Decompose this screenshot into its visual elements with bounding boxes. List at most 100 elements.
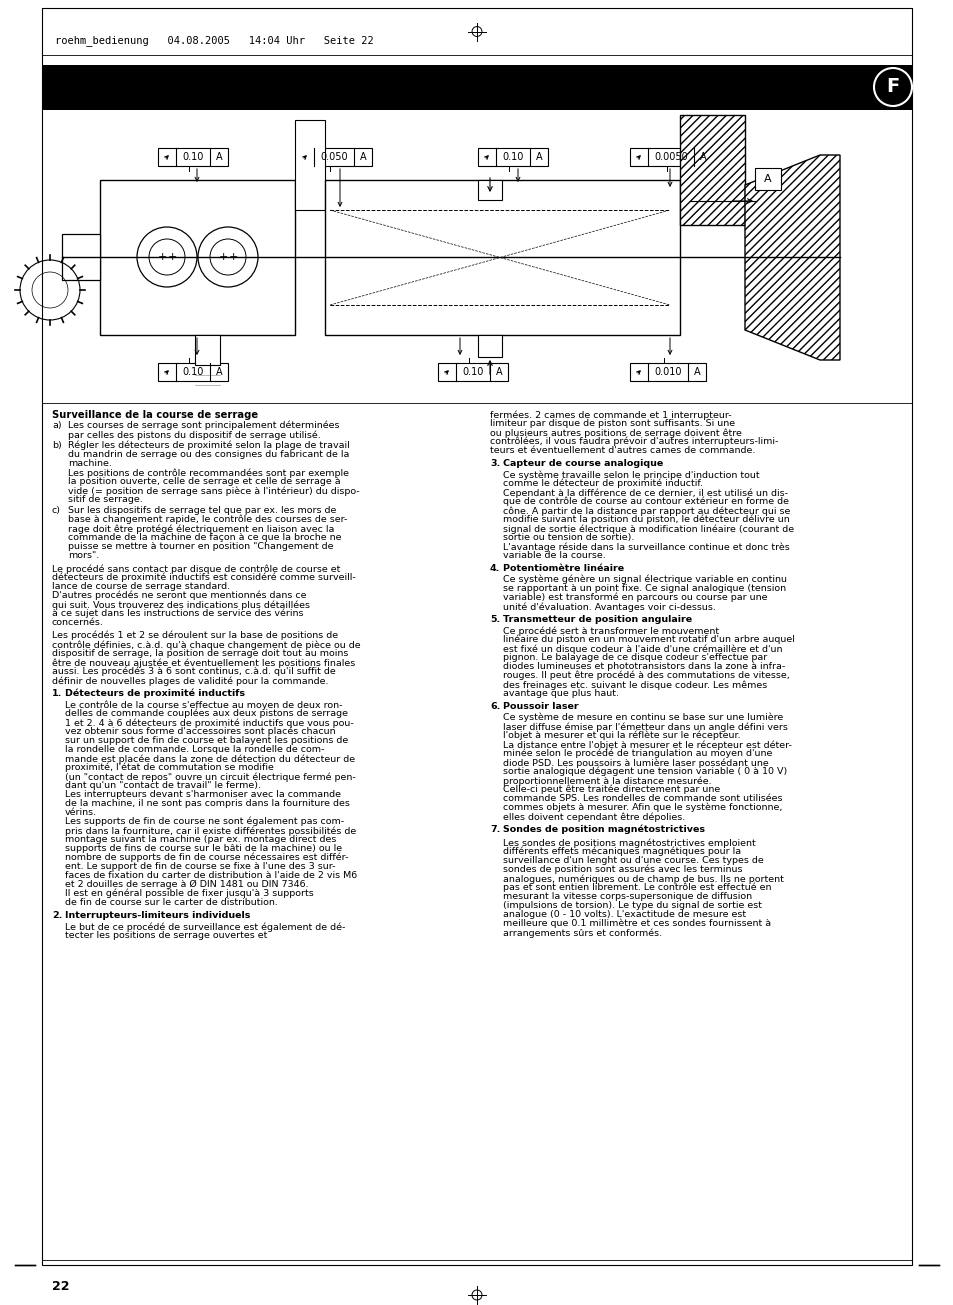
Text: est fixé un disque codeur à l'aide d'une crémaillère et d'un: est fixé un disque codeur à l'aide d'une… [502,643,781,654]
Text: lance de course de serrage standard.: lance de course de serrage standard. [52,582,230,591]
Text: 0.050: 0.050 [320,151,348,162]
Text: Le but de ce procédé de surveillance est également de dé-: Le but de ce procédé de surveillance est… [65,923,345,932]
Text: meilleure que 0.1 millimètre et ces sondes fournissent à: meilleure que 0.1 millimètre et ces sond… [502,919,770,928]
Text: 6.: 6. [490,702,500,711]
Text: analogue (0 - 10 volts). L'exactitude de mesure est: analogue (0 - 10 volts). L'exactitude de… [502,910,745,919]
Text: la position ouverte, celle de serrage et celle de serrage à: la position ouverte, celle de serrage et… [68,478,340,485]
Text: linéaire du piston en un mouvement rotatif d'un arbre auquel: linéaire du piston en un mouvement rotat… [502,636,794,645]
Polygon shape [744,155,840,360]
Text: Capteur de course analogique: Capteur de course analogique [502,459,662,468]
Text: Sur les dispositifs de serrage tel que par ex. les mors de: Sur les dispositifs de serrage tel que p… [68,506,336,515]
Text: faces de fixation du carter de distribution à l'aide de 2 vis M6: faces de fixation du carter de distribut… [65,870,356,880]
Text: Les positions de contrôle recommandées sont par exemple: Les positions de contrôle recommandées s… [68,468,349,478]
Text: laser diffuse émise par l'émetteur dans un angle défini vers: laser diffuse émise par l'émetteur dans … [502,722,787,732]
Text: +: + [157,252,167,262]
Text: proportionnellement à la distance mesurée.: proportionnellement à la distance mesuré… [502,776,711,786]
Text: vez obtenir sous forme d'accessoires sont placés chacun: vez obtenir sous forme d'accessoires son… [65,727,335,736]
Text: A: A [496,367,502,377]
Text: A: A [699,151,705,162]
Text: 7.: 7. [490,825,500,834]
Text: que de contrôle de course au contour extérieur en forme de: que de contrôle de course au contour ext… [502,497,788,506]
Text: Ce procédé sert à transformer le mouvement: Ce procédé sert à transformer le mouveme… [502,626,719,636]
Text: ou plusieurs autres positions de serrage doivent être: ou plusieurs autres positions de serrage… [490,428,741,437]
Text: 0.010: 0.010 [654,367,681,377]
Text: Régler les détecteurs de proximité selon la plage de travail: Régler les détecteurs de proximité selon… [68,441,350,450]
Text: se rapportant à un point fixe. Ce signal analogique (tension: se rapportant à un point fixe. Ce signal… [502,585,785,592]
Text: modifie suivant la position du piston, le détecteur délivre un: modifie suivant la position du piston, l… [502,515,789,525]
Text: 3.: 3. [490,459,499,468]
Text: (un "contact de repos" ouvre un circuit électrique fermé pen-: (un "contact de repos" ouvre un circuit … [65,773,355,782]
Bar [629,363,705,381]
Bar [100,180,294,335]
Bar [194,335,220,365]
Text: Les procédés 1 et 2 se déroulent sur la base de positions de: Les procédés 1 et 2 se déroulent sur la … [52,632,337,641]
Text: La distance entre l'objet à mesurer et le récepteur est déter-: La distance entre l'objet à mesurer et l… [502,740,791,749]
Text: L'avantage réside dans la surveillance continue et donc très: L'avantage réside dans la surveillance c… [502,542,789,552]
Text: l'objet à mesurer et qui la réflète sur le récepteur.: l'objet à mesurer et qui la réflète sur … [502,731,740,740]
Text: ent. Le support de fin de course se fixe à l'une des 3 sur-: ent. Le support de fin de course se fixe… [65,863,335,870]
Text: de la machine, il ne sont pas compris dans la fourniture des: de la machine, il ne sont pas compris da… [65,799,350,808]
Bar [294,120,325,210]
Text: différents effets mécaniques magnétiques pour la: différents effets mécaniques magnétiques… [502,847,740,856]
Text: signal de sortie électrique à modification linéaire (courant de: signal de sortie électrique à modificati… [502,525,793,534]
Text: qui suit. Vous trouverez des indications plus détaillées: qui suit. Vous trouverez des indications… [52,600,310,609]
Text: Ce système de mesure en continu se base sur une lumière: Ce système de mesure en continu se base … [502,713,782,723]
Text: et 2 douilles de serrage à Ø DIN 1481 ou DIN 7346.: et 2 douilles de serrage à Ø DIN 1481 ou… [65,880,309,889]
Text: (impulsions de torsion). Le type du signal de sortie est: (impulsions de torsion). Le type du sign… [502,900,761,910]
Text: A: A [693,367,700,377]
Text: être de nouveau ajustée et éventuellement les positions finales: être de nouveau ajustée et éventuellemen… [52,658,355,667]
Text: A: A [763,174,771,184]
Text: 2.: 2. [52,911,62,920]
Text: 0.10: 0.10 [462,367,483,377]
Text: commes objets à mesurer. Afin que le système fonctionne,: commes objets à mesurer. Afin que le sys… [502,803,781,813]
Text: dant qu'un "contact de travail" le ferme).: dant qu'un "contact de travail" le ferme… [65,780,261,790]
Text: nombre de supports de fin de course nécessaires est différ-: nombre de supports de fin de course néce… [65,853,348,863]
Text: vérins.: vérins. [65,808,97,817]
Text: 1.: 1. [52,689,62,698]
Text: sortie ou tension de sortie).: sortie ou tension de sortie). [502,532,634,542]
Text: Les interrupteurs devant s'harmoniser avec la commande: Les interrupteurs devant s'harmoniser av… [65,790,340,799]
Text: +: + [228,252,237,262]
Bar [42,65,911,110]
Text: roehm_bedienung   04.08.2005   14:04 Uhr   Seite 22: roehm_bedienung 04.08.2005 14:04 Uhr Sei… [55,35,374,46]
Bar [437,363,507,381]
Text: mesurant la vitesse corps-supersonique de diffusion: mesurant la vitesse corps-supersonique d… [502,893,751,900]
Bar [158,147,228,166]
Text: commande SPS. Les rondelles de commande sont utilisées: commande SPS. Les rondelles de commande … [502,793,781,803]
Text: diodes lumineuses et phototransistors dans la zone à infra-: diodes lumineuses et phototransistors da… [502,662,784,671]
Text: b): b) [52,441,62,450]
Text: cône. A partir de la distance par rapport au détecteur qui se: cône. A partir de la distance par rappor… [502,506,789,515]
Text: limiteur par disque de piston sont suffisants. Si une: limiteur par disque de piston sont suffi… [490,419,735,428]
Text: montage suivant la machine (par ex. montage direct des: montage suivant la machine (par ex. mont… [65,835,336,844]
Bar [295,147,372,166]
Text: analogues, numériques ou de champ de bus. Ils ne portent: analogues, numériques ou de champ de bus… [502,874,783,883]
Text: sitif de serrage.: sitif de serrage. [68,495,143,504]
Bar [477,335,501,358]
Text: +: + [167,252,176,262]
Text: comme le détecteur de proximité inductif.: comme le détecteur de proximité inductif… [502,479,702,488]
Text: proximité, l'état de commutation se modifie: proximité, l'état de commutation se modi… [65,763,274,773]
Text: Transmetteur de position angulaire: Transmetteur de position angulaire [502,615,691,624]
Bar [158,363,228,381]
Text: Ce système génère un signal électrique variable en continu: Ce système génère un signal électrique v… [502,576,786,585]
Text: mande est placée dans la zone de détection du détecteur de: mande est placée dans la zone de détecti… [65,754,355,763]
Text: tecter les positions de serrage ouvertes et: tecter les positions de serrage ouvertes… [65,930,267,940]
Text: unité d'évaluation. Avantages voir ci-dessus.: unité d'évaluation. Avantages voir ci-de… [502,602,715,612]
Text: delles de commande couplées aux deux pistons de serrage: delles de commande couplées aux deux pis… [65,709,348,719]
Text: 0.0050: 0.0050 [654,151,687,162]
Text: minée selon le procédé de triangulation au moyen d'une: minée selon le procédé de triangulation … [502,749,772,758]
Text: D'autres procédés ne seront que mentionnés dans ce: D'autres procédés ne seront que mentionn… [52,591,306,600]
Text: à ce sujet dans les instructions de service des vérins: à ce sujet dans les instructions de serv… [52,609,303,619]
Text: fermées. 2 cames de commande et 1 interrupteur-: fermées. 2 cames de commande et 1 interr… [490,410,731,419]
Text: Celle-ci peut être traitée directement par une: Celle-ci peut être traitée directement p… [502,786,720,795]
Bar [754,168,781,191]
Text: sur un support de fin de course et balayent les positions de: sur un support de fin de course et balay… [65,736,348,745]
Text: variable) est transformé en parcours ou course par une: variable) est transformé en parcours ou … [502,592,767,603]
Text: rouges. Il peut être procédé à des commutations de vitesse,: rouges. Il peut être procédé à des commu… [502,671,789,680]
Text: rage doit être protégé électriquement en liaison avec la: rage doit être protégé électriquement en… [68,525,334,534]
Text: de fin de course sur le carter de distribution.: de fin de course sur le carter de distri… [65,898,277,907]
Text: Ce système travaille selon le principe d'induction tout: Ce système travaille selon le principe d… [502,470,759,479]
Text: définir de nouvelles plages de validité pour la commande.: définir de nouvelles plages de validité … [52,676,328,685]
Text: Surveillance de la course de serrage: Surveillance de la course de serrage [52,410,258,420]
Text: commande de la machine de façon à ce que la broche ne: commande de la machine de façon à ce que… [68,532,341,542]
